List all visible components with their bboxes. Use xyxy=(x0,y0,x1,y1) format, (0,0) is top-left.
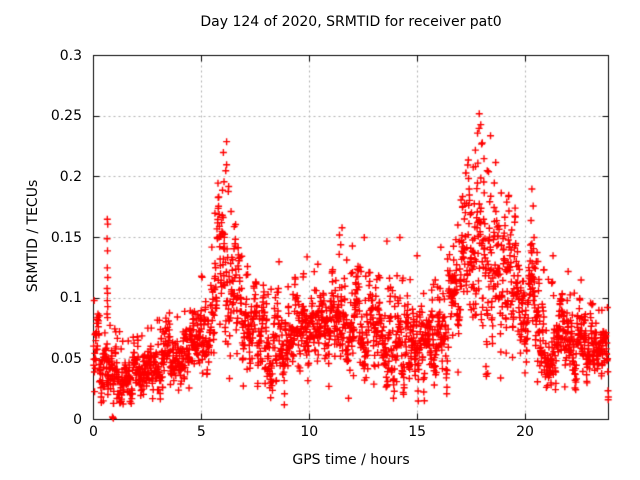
x-tick-label: 5 xyxy=(196,424,206,440)
x-tick-label: 10 xyxy=(300,424,319,440)
x-tick-label: 20 xyxy=(516,424,534,440)
x-tick-label: 15 xyxy=(408,424,427,440)
y-tick-label: 0.2 xyxy=(59,168,82,185)
y-tick-label: 0.1 xyxy=(59,290,82,307)
y-tick-label: 0.15 xyxy=(50,229,82,246)
y-tick-label: 0.05 xyxy=(50,350,82,367)
x-axis-title: GPS time / hours xyxy=(292,452,410,468)
y-tick-label: 0 xyxy=(73,411,82,428)
y-tick-label: 0.25 xyxy=(50,108,82,125)
chart-title: Day 124 of 2020, SRMTID for receiver pat… xyxy=(200,14,502,30)
y-tick-label: 0.3 xyxy=(59,47,82,64)
x-tick-label: 0 xyxy=(89,424,98,440)
